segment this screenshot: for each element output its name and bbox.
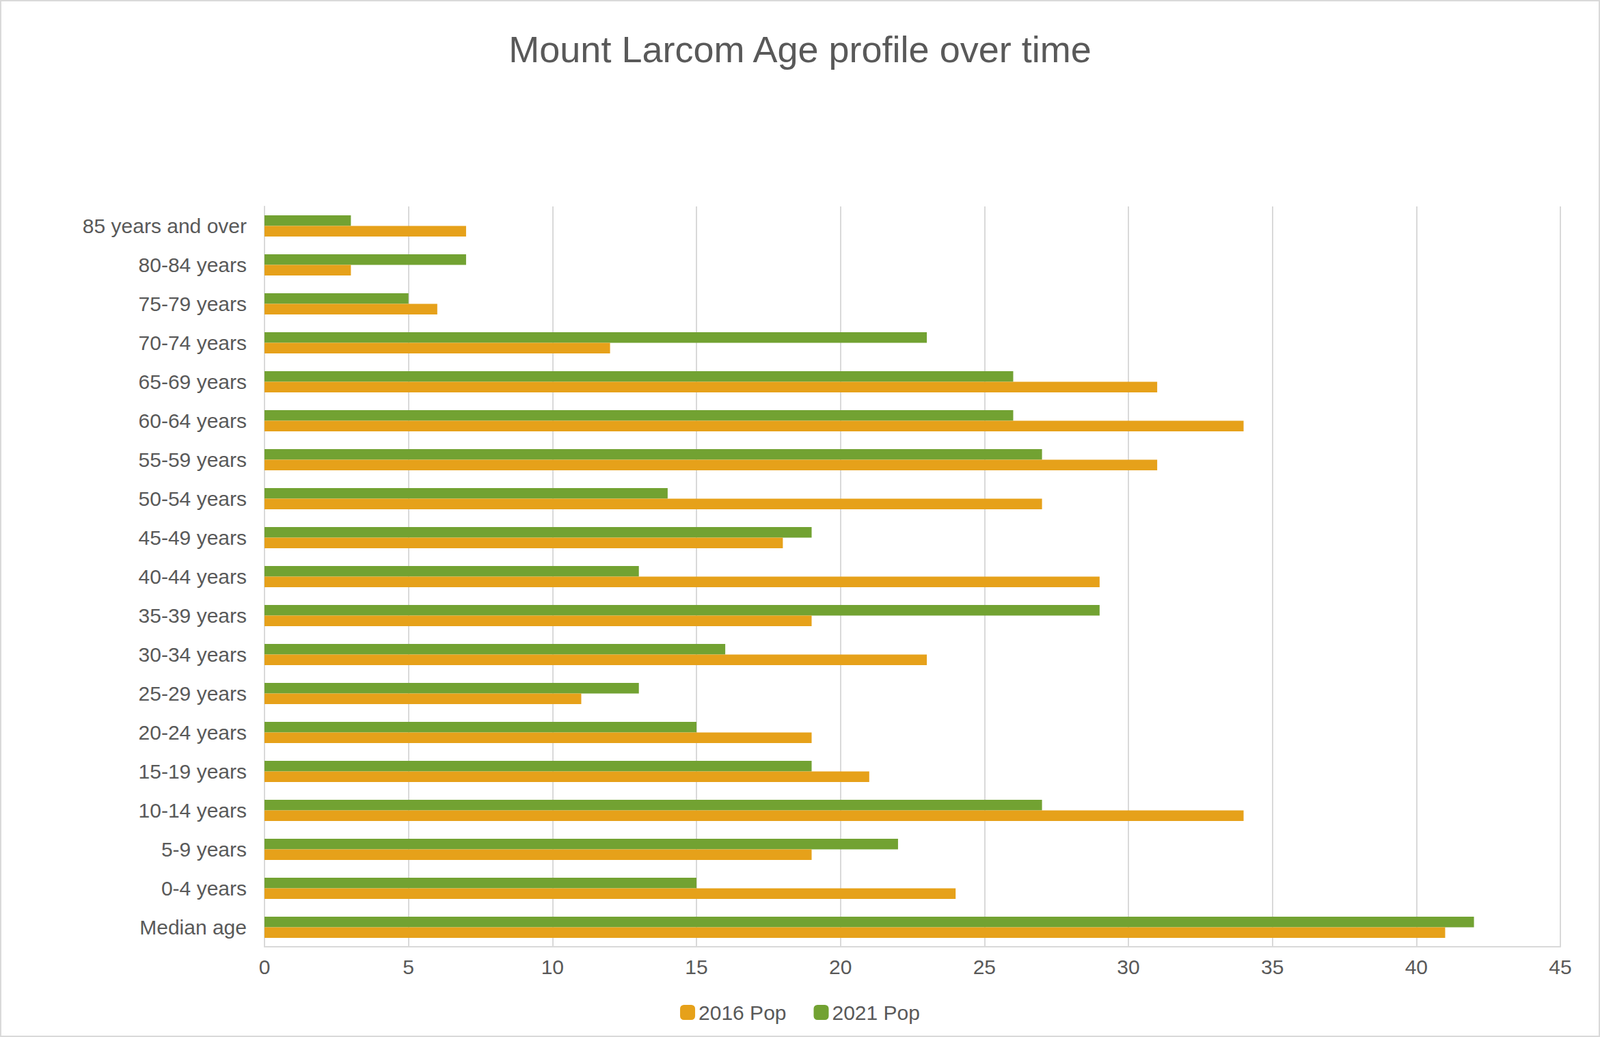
svg-text:75-79 years: 75-79 years <box>138 292 247 316</box>
svg-text:45-49 years: 45-49 years <box>138 526 247 549</box>
svg-text:25-29 years: 25-29 years <box>138 682 247 705</box>
svg-text:Mount Larcom Age profile over: Mount Larcom Age profile over time <box>508 28 1091 70</box>
svg-text:25: 25 <box>973 955 996 979</box>
svg-text:2016 Pop: 2016 Pop <box>698 1001 786 1024</box>
svg-text:35: 35 <box>1260 955 1284 979</box>
svg-text:5-9 years: 5-9 years <box>161 837 247 861</box>
svg-text:60-64 years: 60-64 years <box>138 409 247 432</box>
svg-text:20-24 years: 20-24 years <box>138 721 247 744</box>
svg-text:10-14 years: 10-14 years <box>138 798 247 822</box>
svg-text:15: 15 <box>684 955 708 979</box>
svg-text:50-54 years: 50-54 years <box>138 487 247 510</box>
svg-text:85 years and over: 85 years and over <box>82 214 247 238</box>
svg-text:30-34 years: 30-34 years <box>138 643 247 666</box>
svg-text:10: 10 <box>541 955 564 979</box>
svg-text:80-84 years: 80-84 years <box>138 253 247 277</box>
svg-text:65-69 years: 65-69 years <box>138 370 247 393</box>
svg-text:45: 45 <box>1548 955 1572 979</box>
svg-text:2021 Pop: 2021 Pop <box>832 1001 920 1024</box>
svg-text:Median age: Median age <box>139 915 247 939</box>
svg-text:20: 20 <box>829 955 852 979</box>
svg-text:0: 0 <box>259 955 271 979</box>
svg-text:55-59 years: 55-59 years <box>138 448 247 471</box>
svg-text:15-19 years: 15-19 years <box>138 760 247 783</box>
svg-text:5: 5 <box>402 955 415 979</box>
svg-text:40-44 years: 40-44 years <box>138 565 247 588</box>
svg-text:30: 30 <box>1116 955 1140 979</box>
svg-text:70-74 years: 70-74 years <box>138 331 247 355</box>
svg-text:40: 40 <box>1405 955 1428 979</box>
svg-text:0-4 years: 0-4 years <box>161 876 247 900</box>
svg-text:35-39 years: 35-39 years <box>138 604 247 627</box>
